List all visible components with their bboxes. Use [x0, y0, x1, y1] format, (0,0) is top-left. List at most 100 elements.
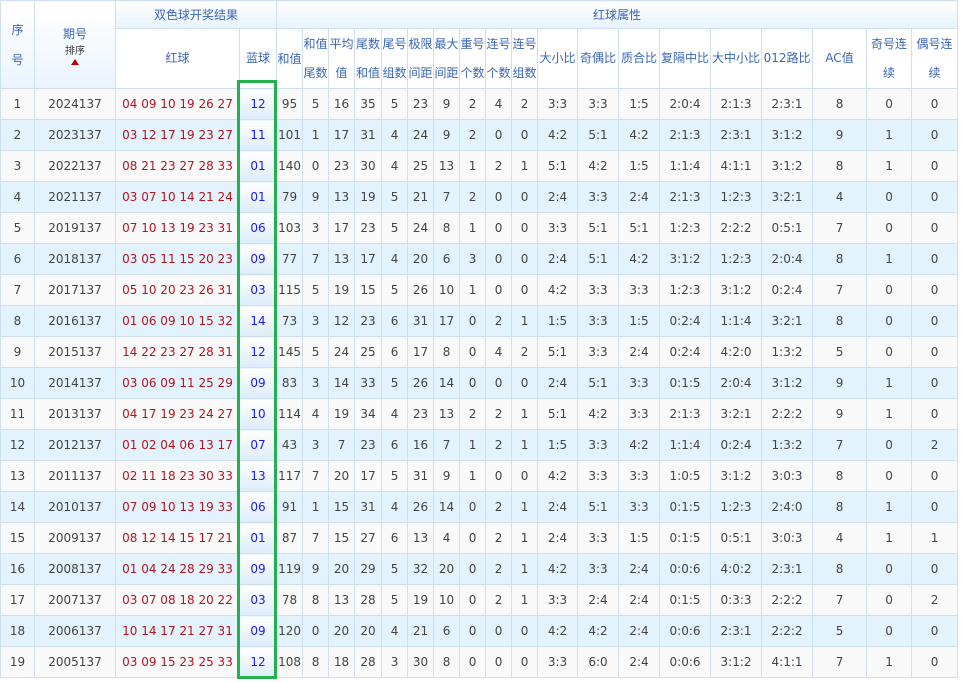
cell-prime-composite: 4:2 [618, 119, 661, 151]
header-col: 012路比 [761, 28, 814, 89]
cell-repeat-gap-mid: 2:1:3 [659, 398, 712, 430]
cell-blue-ball: 01 [238, 181, 278, 213]
cell-route-012: 3:0:3 [761, 460, 814, 492]
cell-sum-tail: 3 [302, 429, 330, 461]
cell-consec-groups: 1 [511, 522, 539, 554]
header-col: 和值尾数 [302, 28, 330, 89]
cell-max-gap: 9 [433, 88, 461, 120]
cell-issue: 2016137 [34, 305, 116, 337]
cell-even-consec: 1 [911, 522, 959, 554]
cell-blue-ball: 12 [238, 646, 278, 678]
cell-consec-groups: 1 [511, 491, 539, 523]
header-col: 和值 [276, 28, 304, 89]
cell-odd-consec: 0 [866, 88, 913, 120]
cell-big-mid-small: 2:3:1 [710, 615, 763, 647]
cell-range: 31 [407, 305, 435, 337]
cell-sum-tail: 4 [302, 398, 330, 430]
table-row: 19 2005137 03 09 15 23 25 33 12 108 8 18 28 3 30 8… [0, 646, 959, 678]
cell-big-mid-small: 2:1:3 [710, 88, 763, 120]
cell-route-012: 2:3:1 [761, 88, 814, 120]
cell-repeat-count: 0 [459, 367, 487, 399]
cell-seq: 12 [0, 429, 35, 461]
cell-sum: 101 [276, 119, 304, 151]
cell-repeat-count: 0 [459, 491, 487, 523]
cell-tail-sum: 31 [354, 119, 383, 151]
cell-seq: 7 [0, 274, 35, 306]
cell-prime-composite: 4:2 [618, 243, 661, 275]
cell-average: 15 [328, 522, 356, 554]
cell-consec-groups: 0 [511, 119, 539, 151]
cell-sum-tail: 7 [302, 460, 330, 492]
cell-prime-composite: 2:4 [618, 584, 661, 616]
cell-blue-ball: 03 [238, 274, 278, 306]
cell-sum-tail: 7 [302, 522, 330, 554]
cell-average: 14 [328, 367, 356, 399]
cell-route-012: 3:1:2 [761, 367, 814, 399]
cell-odd-even: 3:3 [577, 336, 620, 368]
cell-range: 32 [407, 553, 435, 585]
cell-repeat-gap-mid: 0:1:5 [659, 522, 712, 554]
cell-sum: 120 [276, 615, 304, 647]
cell-issue: 2012137 [34, 429, 116, 461]
cell-sum: 83 [276, 367, 304, 399]
cell-ac-value: 5 [812, 336, 868, 368]
cell-odd-consec: 1 [866, 491, 913, 523]
cell-odd-even: 6:0 [577, 646, 620, 678]
cell-big-mid-small: 1:2:3 [710, 491, 763, 523]
cell-sum: 79 [276, 181, 304, 213]
cell-odd-even: 2:4 [577, 584, 620, 616]
cell-red-balls: 02 11 18 23 30 33 [115, 460, 240, 492]
cell-blue-ball: 12 [238, 88, 278, 120]
cell-even-consec: 0 [911, 398, 959, 430]
cell-odd-consec: 0 [866, 584, 913, 616]
cell-seq: 9 [0, 336, 35, 368]
cell-range: 21 [407, 615, 435, 647]
cell-range: 16 [407, 429, 435, 461]
header-draw-result: 双色球开奖结果 [114, 0, 278, 29]
cell-max-gap: 8 [433, 646, 461, 678]
cell-route-012: 3:1:2 [761, 150, 814, 182]
cell-repeat-count: 2 [459, 88, 487, 120]
cell-average: 19 [328, 398, 356, 430]
cell-consec-count: 0 [485, 615, 513, 647]
cell-consec-count: 0 [485, 119, 513, 151]
cell-red-balls: 05 10 20 23 26 31 [115, 274, 240, 306]
cell-repeat-gap-mid: 0:1:5 [659, 491, 712, 523]
cell-even-consec: 0 [911, 615, 959, 647]
cell-consec-count: 0 [485, 243, 513, 275]
cell-prime-composite: 3:3 [618, 460, 661, 492]
cell-blue-ball: 09 [238, 367, 278, 399]
cell-big-small: 3:3 [537, 646, 579, 678]
cell-seq: 2 [0, 119, 35, 151]
cell-odd-even: 3:3 [577, 88, 620, 120]
cell-sum: 95 [276, 88, 304, 120]
cell-issue: 2006137 [34, 615, 116, 647]
cell-sum-tail: 9 [302, 553, 330, 585]
cell-big-mid-small: 3:1:2 [710, 274, 763, 306]
cell-repeat-gap-mid: 0:0:6 [659, 553, 712, 585]
cell-tail-groups: 3 [381, 646, 409, 678]
table-row: 2 2023137 03 12 17 19 23 27 11 101 1 17 31 4 24 9 2… [0, 119, 959, 151]
cell-average: 15 [328, 491, 356, 523]
cell-big-mid-small: 1:2:3 [710, 243, 763, 275]
cell-even-consec: 0 [911, 460, 959, 492]
header-col: AC值 [812, 28, 868, 89]
cell-sum: 78 [276, 584, 304, 616]
cell-max-gap: 9 [433, 460, 461, 492]
sort-up-arrow-icon [71, 58, 79, 65]
table-row: 15 2009137 08 12 14 15 17 21 01 87 7 15 27 6 13 4 0… [0, 522, 959, 554]
cell-max-gap: 7 [433, 181, 461, 213]
cell-red-balls: 03 07 10 14 21 24 [115, 181, 240, 213]
cell-ac-value: 7 [812, 646, 868, 678]
cell-big-mid-small: 3:1:2 [710, 646, 763, 678]
cell-max-gap: 10 [433, 584, 461, 616]
cell-big-small: 2:4 [537, 522, 579, 554]
cell-red-balls: 03 06 09 11 25 29 [115, 367, 240, 399]
sort-button[interactable]: 排序 [36, 46, 115, 65]
cell-sum-tail: 5 [302, 274, 330, 306]
cell-max-gap: 8 [433, 212, 461, 244]
cell-seq: 1 [0, 88, 35, 120]
header-col: 连号组数 [511, 28, 539, 89]
cell-max-gap: 6 [433, 243, 461, 275]
